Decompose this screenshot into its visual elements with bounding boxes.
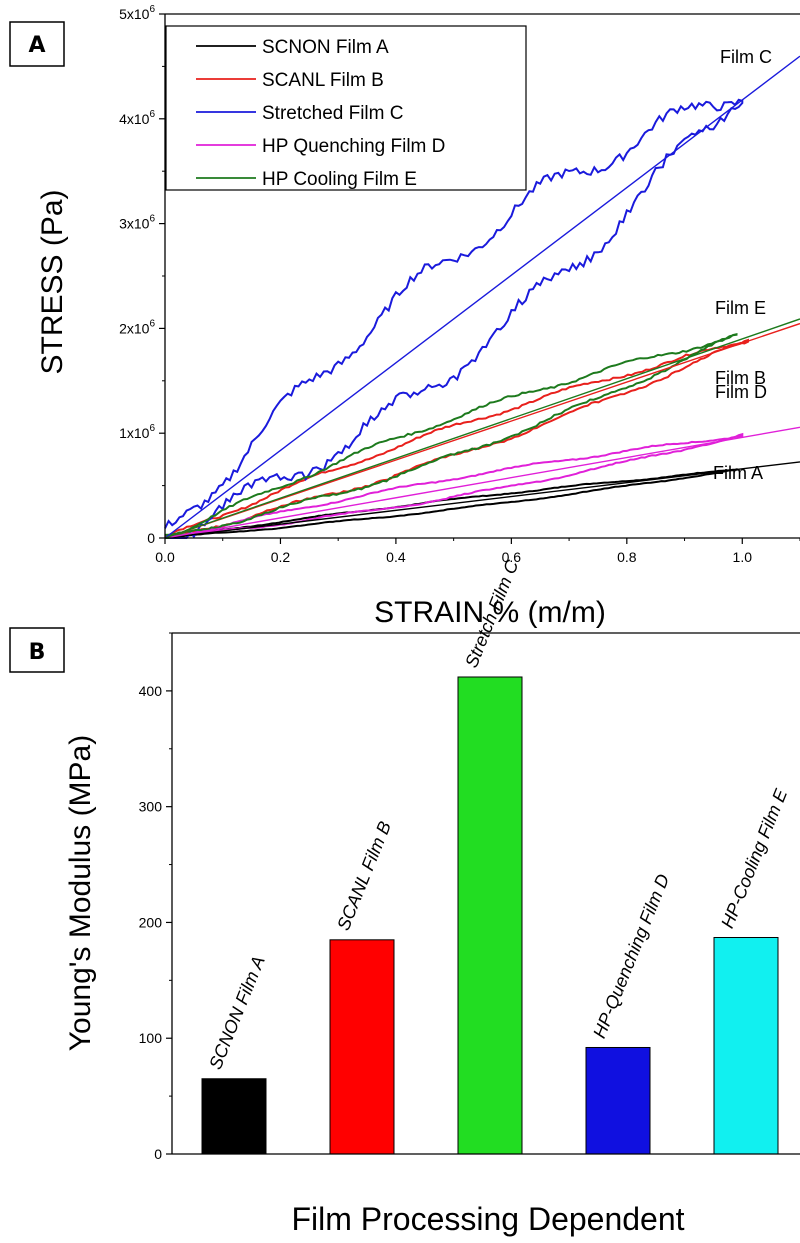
legend-label: SCNON Film A bbox=[262, 37, 389, 58]
y-tick-label: 200 bbox=[139, 914, 163, 930]
y-tick-label: 1x106 bbox=[119, 423, 155, 441]
bar-4 bbox=[585, 1046, 651, 1155]
legend-label: HP Quenching Film D bbox=[262, 136, 445, 157]
bar-category-label: HP-Cooling Film E bbox=[717, 785, 791, 931]
film-e-label: Film E bbox=[715, 298, 766, 318]
x-tick-label: 0.2 bbox=[271, 549, 291, 565]
bar-category-label: HP-Quenching Film D bbox=[589, 871, 673, 1041]
curve-film-e bbox=[164, 333, 738, 539]
bar-5 bbox=[713, 936, 779, 1155]
y-tick-label: 300 bbox=[139, 799, 163, 815]
film-c-label: Film C bbox=[720, 47, 772, 67]
y-tick-label: 100 bbox=[139, 1030, 163, 1046]
film-b-label: Film B bbox=[715, 368, 766, 388]
film-d-label: Film D bbox=[715, 382, 767, 402]
x-tick-label: 0.0 bbox=[155, 549, 175, 565]
fit-film-d bbox=[164, 426, 800, 539]
fit-film-c bbox=[164, 55, 800, 539]
curve-film-c bbox=[164, 98, 744, 539]
y-tick-label: 4x106 bbox=[119, 109, 155, 127]
linear-fit-lines bbox=[164, 55, 800, 539]
fit-film-b bbox=[164, 322, 800, 539]
panel-b-letter: B bbox=[29, 640, 46, 665]
legend-label: Stretched Film C bbox=[262, 103, 403, 124]
y-tick-label: 400 bbox=[139, 683, 163, 699]
legend-label: HP Cooling Film E bbox=[262, 169, 417, 190]
film-a-label: Film A bbox=[713, 463, 763, 483]
y-tick-label: 2x106 bbox=[119, 318, 155, 336]
panel-a-x-ticks: 0.0 0.2 0.4 0.6 0.8 1.0 bbox=[155, 538, 800, 565]
y-tick-label: 3x106 bbox=[119, 214, 155, 232]
panel-b-y-ticks: 0 100 200 300 400 bbox=[139, 632, 172, 1162]
fit-film-e bbox=[164, 318, 800, 539]
film-curve-labels: Film C Film E Film B Film D Film A bbox=[713, 47, 772, 483]
modulus-bars bbox=[201, 676, 779, 1155]
bar-category-label: SCANL Film B bbox=[333, 819, 395, 934]
x-tick-label: 0.8 bbox=[617, 549, 637, 565]
panel-a-letter: A bbox=[28, 33, 45, 58]
panel-a-x-title: STRAIN % (m/m) bbox=[374, 596, 606, 629]
y-tick-label: 5x106 bbox=[119, 4, 155, 22]
y-tick-label: 0 bbox=[147, 530, 155, 546]
fit-film-a bbox=[164, 461, 800, 539]
x-tick-label: 1.0 bbox=[733, 549, 753, 565]
panel-b-y-title: Young's Modulus (MPa) bbox=[64, 735, 97, 1051]
legend-label: SCANL Film B bbox=[262, 70, 384, 91]
panel-a-label-box bbox=[9, 21, 65, 67]
legend-box bbox=[165, 25, 527, 191]
panel-a-y-title: STRESS (Pa) bbox=[36, 189, 69, 374]
panel-b-x-title: Film Processing Dependent bbox=[291, 1201, 684, 1237]
panel-b-label-box bbox=[9, 627, 65, 673]
y-tick-label: 0 bbox=[154, 1146, 162, 1162]
curve-film-d bbox=[164, 432, 744, 539]
x-tick-label: 0.4 bbox=[386, 549, 406, 565]
panel-a-legend: SCNON Film A SCANL Film B Stretched Film C… bbox=[165, 25, 527, 191]
panel-a-y-ticks: 0 1x106 2x106 3x106 4x106 5x106 bbox=[119, 4, 165, 546]
bar-2 bbox=[329, 939, 395, 1155]
bar-category-label: SCNON Film A bbox=[205, 953, 269, 1072]
youngs-modulus-chart: B 0 100 200 300 400 SCNON Film A SCANL Film B… bbox=[9, 556, 800, 1237]
bar-3 bbox=[457, 676, 523, 1155]
bar-1 bbox=[201, 1078, 267, 1155]
x-tick-label: 0.6 bbox=[502, 549, 522, 565]
